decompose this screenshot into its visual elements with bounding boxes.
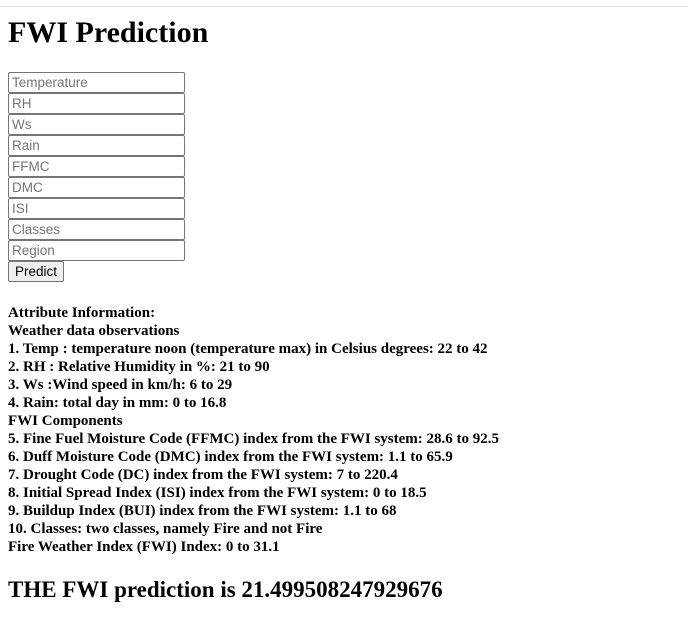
info-item-dmc: 6. Duff Moisture Code (DMC) index from t… [8, 449, 453, 465]
temperature-input[interactable] [8, 72, 185, 93]
predict-button[interactable]: Predict [8, 261, 65, 282]
info-item-isi: 8. Initial Spread Index (ISI) index from… [8, 485, 427, 501]
info-heading: Attribute Information: [8, 305, 156, 321]
info-item-fwi: Fire Weather Index (FWI) Index: 0 to 31.… [8, 539, 280, 555]
info-item-dc: 7. Drought Code (DC) index from the FWI … [8, 467, 398, 483]
dmc-input[interactable] [8, 177, 185, 198]
page-title: FWI Prediction [8, 16, 209, 49]
prediction-form: Predict [8, 72, 188, 282]
info-item-bui: 9. Buildup Index (BUI) index from the FW… [8, 503, 397, 519]
info-section-fwi-components: FWI Components [8, 413, 123, 429]
ws-input[interactable] [8, 114, 185, 135]
info-item-rh: 2. RH : Relative Humidity in %: 21 to 90 [8, 359, 270, 375]
attribute-information: Attribute Information: Weather data obse… [8, 304, 499, 556]
info-item-ffmc: 5. Fine Fuel Moisture Code (FFMC) index … [8, 431, 500, 447]
region-input[interactable] [8, 240, 185, 261]
ffmc-input[interactable] [8, 156, 185, 177]
info-item-classes: 10. Classes: two classes, namely Fire an… [8, 521, 323, 537]
info-item-temp: 1. Temp : temperature noon (temperature … [8, 341, 488, 357]
info-item-ws: 3. Ws :Wind speed in km/h: 6 to 29 [8, 377, 233, 393]
prediction-result: THE FWI prediction is 21.499508247929676 [8, 577, 443, 602]
isi-input[interactable] [8, 198, 185, 219]
info-item-rain: 4. Rain: total day in mm: 0 to 16.8 [8, 395, 227, 411]
info-section-weather: Weather data observations [8, 323, 180, 339]
classes-input[interactable] [8, 219, 185, 240]
rain-input[interactable] [8, 135, 185, 156]
browser-top-edge [0, 0, 688, 7]
rh-input[interactable] [8, 93, 185, 114]
